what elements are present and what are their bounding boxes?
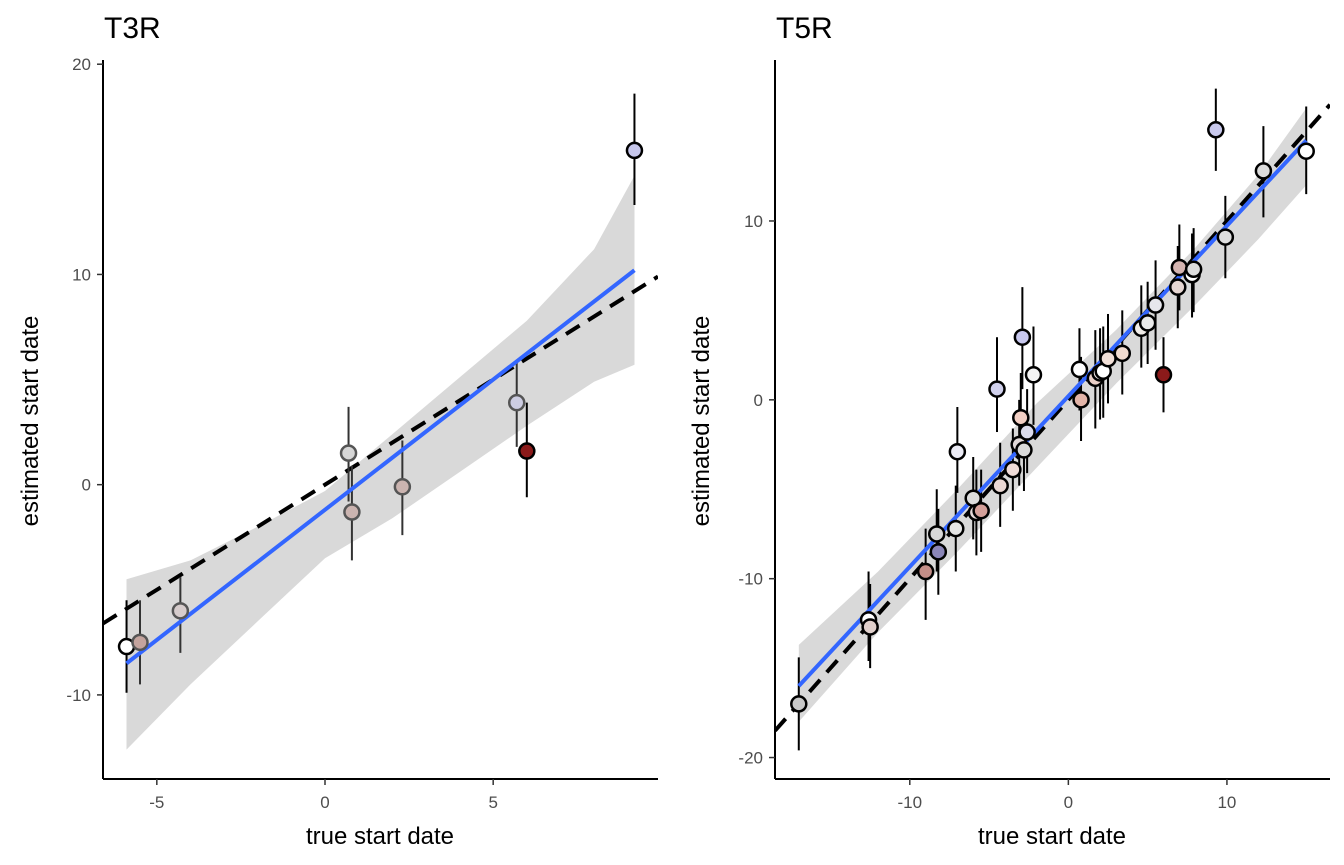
x-tick-label: 0	[320, 793, 329, 812]
confidence-band	[126, 175, 635, 750]
data-point	[518, 442, 536, 460]
data-point	[1013, 328, 1032, 346]
y-tick-label: 10	[744, 212, 763, 231]
data-point	[1138, 314, 1157, 332]
y-tick-label: 0	[754, 391, 763, 410]
plot-area	[775, 88, 1330, 751]
data-point	[1015, 441, 1033, 459]
y-tick-label: 20	[72, 55, 91, 74]
data-point	[1072, 391, 1090, 409]
data-point	[339, 444, 358, 462]
data-point	[861, 618, 879, 636]
data-point	[1146, 296, 1165, 314]
x-axis-title: true start date	[306, 823, 454, 850]
identity-dashed-line	[103, 274, 658, 626]
regression-line	[125, 268, 636, 665]
data-point	[343, 503, 361, 521]
y-tick-label: 10	[72, 265, 91, 284]
data-point	[790, 695, 808, 713]
data-point	[1169, 278, 1187, 296]
data-point	[927, 525, 946, 543]
data-point	[393, 478, 412, 496]
data-point	[1154, 366, 1173, 384]
x-tick-label: 10	[1217, 793, 1236, 812]
data-point	[131, 633, 149, 652]
data-point	[1297, 142, 1315, 160]
y-tick-label: 0	[82, 476, 91, 495]
plot-area	[103, 93, 658, 750]
data-point	[916, 562, 935, 581]
y-axis-title: estimated start date	[688, 316, 715, 527]
x-tick-label: 5	[488, 793, 497, 812]
panel-title: T5R	[776, 12, 833, 45]
data-point	[1099, 349, 1117, 368]
data-point	[972, 501, 990, 520]
data-point	[1207, 121, 1225, 139]
y-tick-label: -10	[66, 686, 91, 705]
data-point	[1004, 460, 1022, 479]
x-tick-label: -5	[149, 793, 164, 812]
data-point	[929, 543, 948, 561]
data-point	[1018, 423, 1036, 441]
data-point	[171, 602, 190, 620]
y-axis-title: estimated start date	[17, 316, 44, 527]
data-point	[947, 519, 965, 538]
data-point	[1070, 360, 1089, 379]
data-point	[1216, 228, 1235, 246]
data-point	[1012, 408, 1030, 427]
data-point	[1254, 162, 1273, 180]
data-point	[1184, 260, 1203, 279]
y-tick-label: -20	[738, 749, 763, 768]
panel-title: T3R	[104, 12, 161, 45]
data-point	[507, 393, 526, 412]
data-point	[625, 141, 644, 160]
tick-group: -10 0 10 -20 -10 0 10	[738, 212, 1236, 812]
data-point	[1113, 344, 1132, 363]
panel-t5r: T5R -10 0 10 -20 -10 0 10 true start date esti…	[688, 12, 1330, 850]
panel-t3r: T3R -5 0 5 -10 0 10 20 true start date estimat…	[17, 12, 658, 850]
x-tick-label: 0	[1064, 793, 1073, 812]
data-point	[991, 476, 1009, 495]
tick-group: -5 0 5 -10 0 10 20	[66, 55, 497, 812]
x-tick-label: -10	[897, 793, 922, 812]
data-point	[1024, 366, 1043, 384]
data-point	[988, 380, 1006, 398]
x-axis-title: true start date	[978, 823, 1126, 850]
y-tick-label: -10	[738, 570, 763, 589]
data-point	[948, 442, 967, 461]
